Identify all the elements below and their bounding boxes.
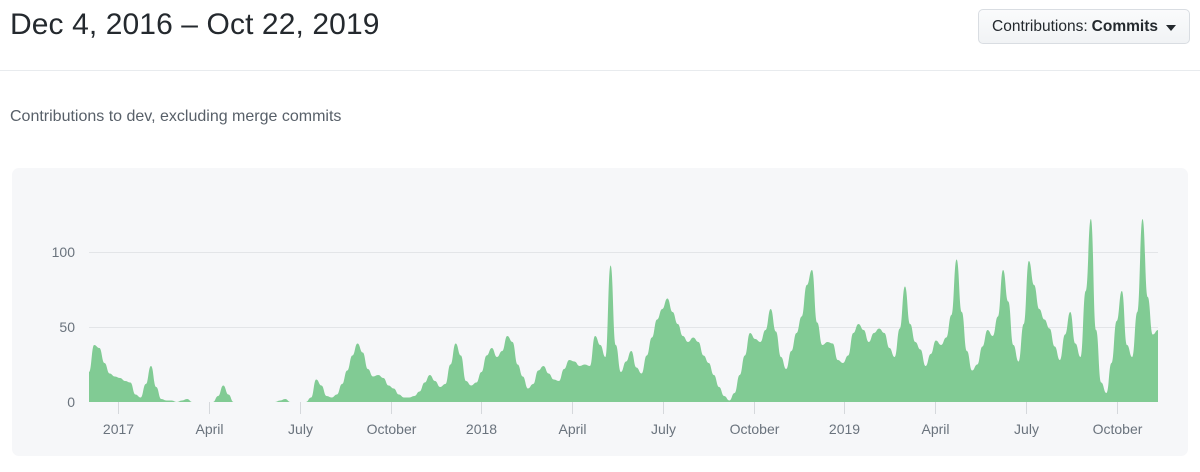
chart-gridlines <box>89 252 1158 328</box>
x-axis-tick-label: July <box>288 421 313 437</box>
contributions-type-dropdown[interactable]: Contributions: Commits <box>978 9 1190 44</box>
x-axis-tick-label: July <box>651 421 676 437</box>
x-axis-tick-label: 2019 <box>829 421 860 437</box>
x-axis-tick-label: July <box>1014 421 1039 437</box>
chart-y-axis-labels: 0 50 100 <box>52 244 76 410</box>
y-axis-tick-label: 100 <box>52 244 76 260</box>
x-axis-tick-label: October <box>730 421 780 437</box>
chart-x-axis-ticks <box>118 402 1118 414</box>
x-axis-tick-label: April <box>921 421 949 437</box>
chart-x-axis-labels: 2017 April July October 2018 April July October… <box>103 421 1143 437</box>
contributions-chart-panel: 0 50 100 2017 April July October 2018 April July… <box>12 168 1188 456</box>
contributions-dropdown-value: Commits <box>1091 17 1158 35</box>
commits-area-series <box>89 219 1158 402</box>
chart-subtitle: Contributions to dev, excluding merge co… <box>10 108 342 125</box>
x-axis-tick-label: 2017 <box>103 421 134 437</box>
page-header: Dec 4, 2016 – Oct 22, 2019 Contributions… <box>0 0 1200 71</box>
x-axis-tick-label: April <box>558 421 586 437</box>
page-title: Dec 4, 2016 – Oct 22, 2019 <box>10 8 380 41</box>
x-axis-tick-label: 2018 <box>466 421 497 437</box>
x-axis-tick-label: April <box>195 421 223 437</box>
contributions-area-chart[interactable]: 0 50 100 2017 April July October 2018 April July… <box>12 168 1188 456</box>
chevron-down-icon <box>1166 24 1176 31</box>
x-axis-tick-label: October <box>367 421 417 437</box>
contributions-dropdown-prefix: Contributions: <box>992 17 1088 35</box>
y-axis-tick-label: 50 <box>59 319 75 335</box>
y-axis-tick-label: 0 <box>67 394 75 410</box>
x-axis-tick-label: October <box>1093 421 1143 437</box>
